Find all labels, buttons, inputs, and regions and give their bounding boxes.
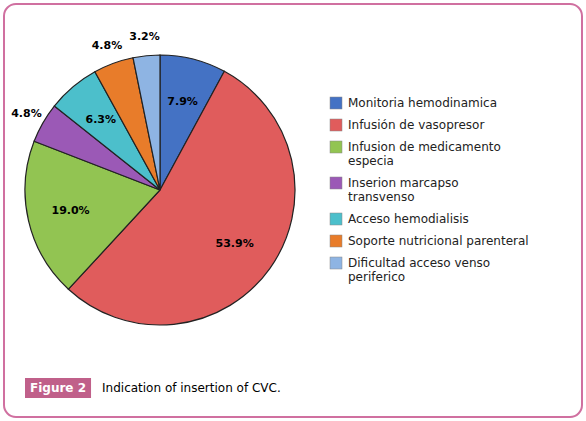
legend-label: Infusión de vasopresor xyxy=(348,118,484,132)
legend-swatch xyxy=(330,257,342,269)
data-label: 6.3% xyxy=(86,113,117,126)
data-label: 7.9% xyxy=(167,95,198,108)
legend-label: Acceso hemodialisis xyxy=(348,212,469,226)
legend-label: Infusion de medicamentoespecia xyxy=(348,140,501,168)
slice xyxy=(133,55,160,190)
legend-swatch xyxy=(330,177,342,189)
data-label: 53.9% xyxy=(216,237,254,250)
figure-label-box xyxy=(25,378,91,398)
data-label: 4.8% xyxy=(92,39,123,52)
legend-label: Dificultad acceso vensoperiferico xyxy=(348,256,490,284)
legend-swatch xyxy=(330,213,342,225)
legend-swatch xyxy=(330,119,342,131)
data-label: 3.2% xyxy=(129,30,160,43)
legend-swatch xyxy=(330,141,342,153)
legend-label: Inserion marcapsotransvenso xyxy=(348,176,459,204)
data-label: 4.8% xyxy=(11,107,42,120)
figure-label: Figure 2 xyxy=(25,378,91,398)
caption: Indication of insertion of CVC. xyxy=(102,381,281,395)
legend-swatch xyxy=(330,97,342,109)
legend: Monitoria hemodinamica Infusión de vasopr… xyxy=(330,96,529,284)
chart: 7.9% 53.9% 19.0% 4.8% 6.3% 4.8% 3.2% Monitoria … xyxy=(0,0,586,421)
border xyxy=(4,4,582,417)
pie xyxy=(25,55,295,325)
legend-label: Soporte nutricional parenteral xyxy=(348,234,529,248)
figure-label-text: Figure 2 xyxy=(30,381,86,395)
data-labels: 7.9% 53.9% 19.0% 4.8% 6.3% 4.8% 3.2% xyxy=(11,30,254,250)
legend-swatch xyxy=(330,235,342,247)
legend-label: Monitoria hemodinamica xyxy=(348,96,497,110)
data-label: 19.0% xyxy=(51,204,89,217)
